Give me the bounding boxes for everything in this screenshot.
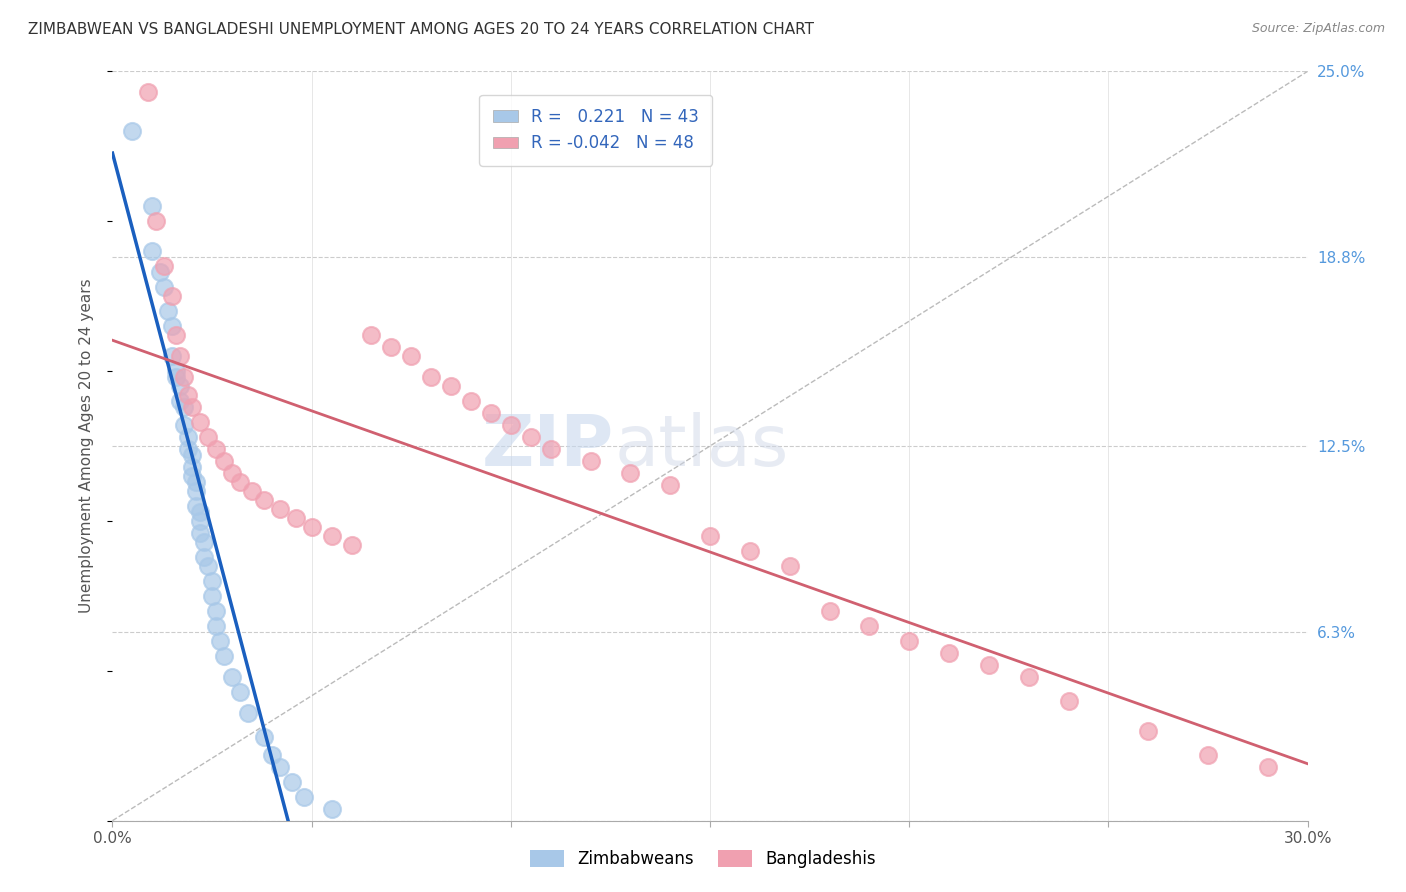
Point (188, 514, 211, 528)
Point (301, 520, 323, 534)
Point (1018, 670, 1040, 684)
Point (169, 349, 191, 363)
Text: Source: ZipAtlas.com: Source: ZipAtlas.com (1251, 22, 1385, 36)
Point (205, 442, 228, 456)
Point (229, 685, 252, 699)
Point (738, 544, 761, 558)
Point (169, 379, 191, 393)
Point (177, 388, 200, 402)
Point (1057, 694, 1080, 708)
Point (162, 319, 183, 334)
Point (938, 646, 960, 660)
Point (197, 430, 219, 444)
Point (420, 370, 443, 384)
Point (221, 670, 243, 684)
Point (205, 619, 228, 633)
Point (193, 535, 215, 549)
Point (236, 706, 259, 720)
Point (193, 549, 215, 564)
Point (197, 558, 219, 573)
Point (149, 265, 172, 279)
Point (173, 417, 195, 432)
Point (479, 406, 502, 420)
Point (269, 502, 291, 516)
Point (659, 478, 682, 492)
Legend: R =   0.221   N = 43, R = -0.042   N = 48: R = 0.221 N = 43, R = -0.042 N = 48 (479, 95, 713, 166)
Point (360, 328, 382, 343)
Text: ZIMBABWEAN VS BANGLADESHI UNEMPLOYMENT AMONG AGES 20 TO 24 YEARS CORRELATION CHA: ZIMBABWEAN VS BANGLADESHI UNEMPLOYMENT A… (28, 22, 814, 37)
Point (201, 574, 224, 588)
Point (253, 492, 276, 507)
Point (401, 349, 423, 363)
Point (165, 364, 187, 378)
Point (177, 430, 200, 444)
Point (898, 633, 921, 648)
Point (281, 774, 304, 789)
Point (186, 499, 208, 513)
Point (165, 370, 187, 384)
Point (440, 379, 463, 393)
Point (188, 505, 211, 519)
Point (141, 244, 163, 259)
Point (520, 430, 543, 444)
Point (188, 525, 211, 540)
Point (138, 86, 160, 100)
Point (201, 589, 224, 603)
Point (1137, 723, 1160, 738)
Point (181, 448, 204, 462)
Point (181, 400, 204, 414)
Point (153, 280, 176, 294)
Point (157, 304, 180, 318)
Point (284, 511, 307, 525)
Point (253, 730, 276, 744)
Point (181, 469, 204, 483)
Point (779, 558, 801, 573)
Point (145, 214, 167, 228)
Point (380, 340, 402, 354)
Point (858, 619, 880, 633)
Point (240, 483, 263, 498)
Point (212, 648, 235, 663)
Point (162, 349, 183, 363)
Point (321, 529, 343, 543)
Point (121, 124, 143, 138)
Y-axis label: Unemployment Among Ages 20 to 24 years: Unemployment Among Ages 20 to 24 years (79, 278, 94, 614)
Point (173, 370, 195, 384)
Point (205, 604, 228, 618)
Point (321, 802, 343, 816)
Point (153, 259, 176, 273)
Point (209, 633, 232, 648)
Point (1197, 747, 1219, 762)
Point (579, 454, 602, 468)
Point (165, 328, 187, 343)
Legend: Zimbabweans, Bangladeshis: Zimbabweans, Bangladeshis (523, 843, 883, 875)
Point (269, 760, 291, 774)
Point (229, 475, 252, 489)
Point (1257, 760, 1279, 774)
Point (499, 417, 522, 432)
Point (292, 789, 315, 804)
Point (977, 657, 1000, 672)
Point (141, 199, 163, 213)
Point (212, 454, 235, 468)
Point (186, 483, 208, 498)
Point (340, 538, 363, 552)
Point (260, 747, 283, 762)
Point (162, 289, 183, 303)
Point (818, 604, 841, 618)
Point (619, 466, 641, 480)
Point (169, 394, 191, 409)
Text: atlas: atlas (614, 411, 789, 481)
Point (221, 466, 243, 480)
Point (186, 475, 208, 489)
Point (188, 415, 211, 429)
Text: ZIP: ZIP (482, 411, 614, 481)
Point (173, 400, 195, 414)
Point (699, 529, 721, 543)
Point (540, 442, 562, 456)
Point (460, 394, 482, 409)
Point (181, 460, 204, 475)
Point (177, 442, 200, 456)
